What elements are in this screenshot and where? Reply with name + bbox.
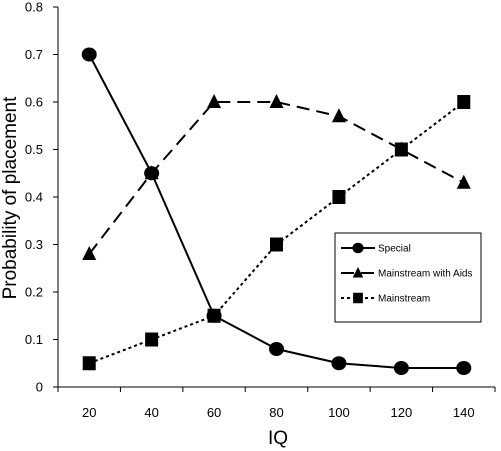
data-point [82,246,97,260]
legend: Special Mainstream with Aids Mainstream [334,232,482,323]
x-tick-label: 80 [269,405,283,420]
data-point [270,237,283,252]
data-point [269,342,284,356]
y-tick-label: 0.4 [25,190,43,205]
data-point [207,308,221,323]
legend-item: Mainstream [341,292,430,305]
x-tick-label: 140 [453,405,475,420]
y-tick-label: 0.2 [25,285,43,300]
x-tick-label: 40 [144,405,158,420]
series-mainstream [82,95,471,371]
data-point [393,361,409,375]
y-tick-label: 0.6 [25,95,43,110]
data-point [456,174,471,189]
legend-item: Mainstream with Aids [341,267,472,280]
data-point [81,47,97,62]
data-point [331,356,347,371]
legend-item: Special [341,242,411,255]
data-point [394,142,408,157]
legend-marker [352,267,364,278]
data-point [82,356,96,371]
data-point [456,361,472,375]
y-tick-label: 0.8 [25,0,43,15]
data-point [269,94,284,108]
x-tick-label: 20 [82,405,96,420]
y-tick-label: 0 [36,380,43,395]
y-tick-labels: 0 0.1 0.2 0.3 0.4 0.5 0.6 0.7 0.8 [25,0,43,395]
data-point [457,95,471,109]
data-point [145,332,159,347]
y-tick-label: 0.1 [25,332,43,347]
x-axis-title: IQ [268,428,288,449]
x-tick-label: 100 [328,405,350,420]
x-tick-labels: 20 40 60 80 100 120 140 [82,405,475,420]
data-point [207,94,222,108]
legend-label: Mainstream [378,294,430,305]
y-tick-label: 0.5 [25,142,43,157]
legend-label: Mainstream with Aids [378,269,472,280]
legend-label: Special [378,244,411,255]
data-point [332,190,346,204]
y-tick-label: 0.3 [25,237,43,252]
series-layer [81,47,472,375]
x-tick-label: 60 [207,405,221,420]
data-point [331,108,346,123]
y-tick-label: 0.7 [25,47,43,62]
legend-marker [352,242,364,254]
y-axis-title: Probability of placement [0,96,21,299]
x-tick-label: 120 [391,405,413,420]
chart-axes [53,6,496,392]
data-point [144,165,159,180]
legend-marker [353,292,363,304]
